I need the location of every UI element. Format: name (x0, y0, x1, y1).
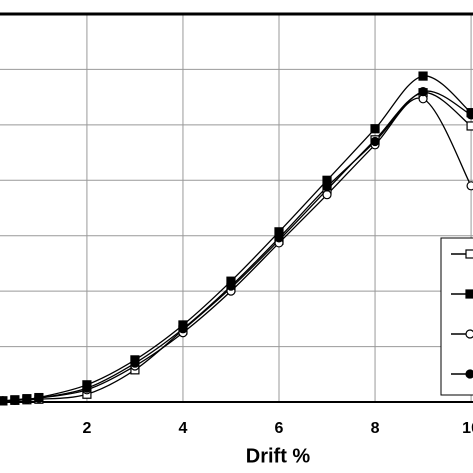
marker (34, 393, 44, 403)
legend-marker (465, 289, 473, 299)
x-tick-label: 10 (462, 420, 473, 437)
legend-marker (465, 249, 473, 259)
marker (466, 121, 473, 131)
marker (22, 394, 32, 404)
series-line (2, 97, 472, 402)
x-tick-label: 6 (275, 420, 284, 437)
marker (0, 396, 8, 406)
marker (466, 110, 473, 120)
legend-box (440, 237, 473, 396)
marker (226, 281, 236, 291)
marker (130, 358, 140, 368)
marker (82, 383, 92, 393)
series-line (2, 90, 472, 402)
x-axis-label: Drift % (246, 445, 311, 467)
x-tick-label: 4 (179, 420, 188, 437)
x-tick-label: 2 (82, 420, 91, 437)
marker (370, 124, 380, 134)
legend (440, 237, 473, 396)
marker (466, 181, 473, 191)
x-tick-label: 8 (371, 420, 380, 437)
marker (322, 182, 332, 192)
marker (274, 233, 284, 243)
legend-marker (465, 329, 473, 339)
marker (370, 136, 380, 147)
marker (418, 71, 428, 81)
legend-marker (465, 369, 473, 379)
marker (178, 324, 188, 334)
marker (10, 395, 20, 405)
marker (418, 86, 428, 97)
marker (322, 190, 332, 200)
series-line (2, 92, 472, 402)
